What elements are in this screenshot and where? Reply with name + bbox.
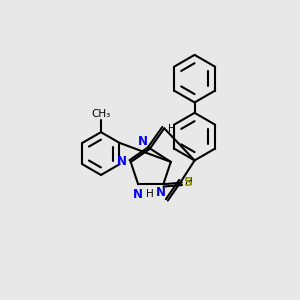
- Text: N: N: [117, 155, 127, 168]
- Text: N: N: [138, 135, 148, 148]
- Text: H: H: [185, 177, 193, 187]
- Text: H: H: [168, 124, 176, 134]
- Text: N: N: [133, 188, 143, 201]
- Text: S: S: [184, 176, 193, 189]
- Text: N: N: [155, 186, 166, 199]
- Text: H: H: [146, 189, 154, 199]
- Text: CH₃: CH₃: [91, 109, 111, 119]
